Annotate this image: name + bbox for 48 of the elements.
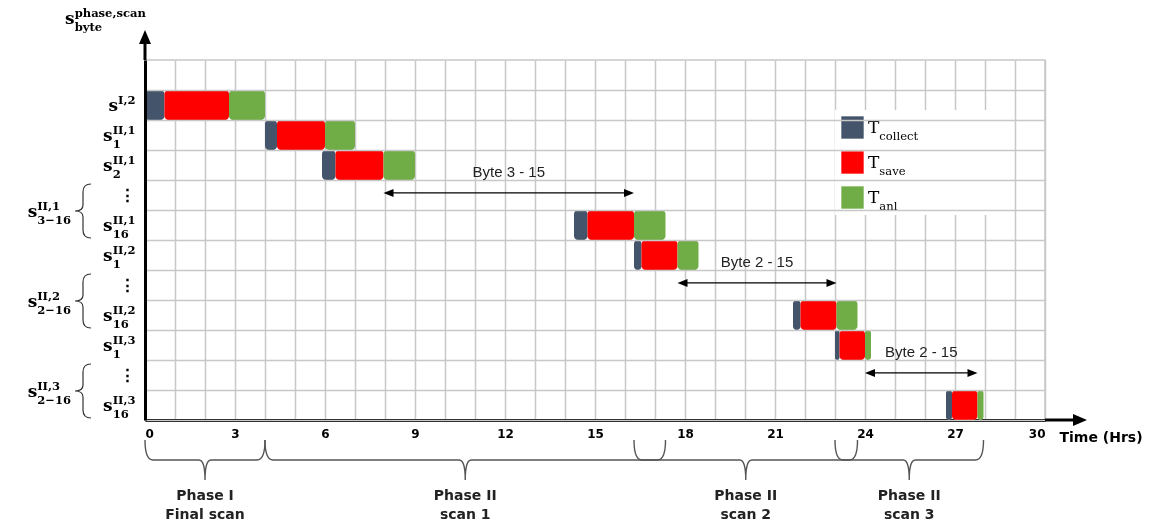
text: Phase II scan 2: [714, 487, 778, 522]
x-axis-title: Time (Hrs): [1059, 428, 1143, 445]
bar: [839, 330, 865, 360]
bar: [325, 120, 355, 150]
text: Phase II scan 1: [433, 487, 497, 522]
bar: [335, 150, 384, 180]
legend-label: T$_{collect}$: [868, 116, 919, 143]
bar: [835, 330, 840, 360]
y-tick-label: ⋮: [118, 184, 136, 205]
annotation: Byte 3 - 15: [472, 163, 546, 180]
bar: [164, 90, 229, 120]
bar: [145, 90, 165, 120]
bar: [322, 150, 336, 180]
text: Phase II scan 3: [877, 487, 941, 522]
bar: [865, 330, 871, 360]
bar: [574, 210, 588, 240]
bar: [587, 210, 634, 240]
bar: [383, 150, 415, 180]
x-tick-label: 30: [1028, 426, 1046, 441]
bar: [229, 90, 265, 120]
annotation: Byte 2 - 15: [720, 253, 794, 270]
bar: [265, 120, 277, 150]
x-tick-label: 3: [231, 426, 240, 441]
text: Phase I Final scan: [165, 487, 245, 522]
bar: [277, 120, 325, 150]
bar: [977, 390, 984, 420]
x-tick-label: 0: [145, 426, 154, 441]
x-tick-label: 27: [947, 426, 964, 441]
legend-label: T$_{anl}$: [868, 186, 898, 213]
x-tick-label: 18: [677, 426, 694, 441]
x-tick-label: 9: [411, 426, 420, 441]
x-tick-label: 21: [767, 426, 784, 441]
y-tick-label: ⋮: [118, 274, 136, 295]
bar: [800, 300, 837, 330]
x-tick-label: 15: [587, 426, 604, 441]
bar: [677, 240, 699, 270]
bar: [634, 210, 666, 240]
y-tick-label: s$^{I,2}$: [108, 92, 136, 115]
bar: [836, 300, 858, 330]
bar: [641, 240, 678, 270]
x-tick-label: 6: [321, 426, 330, 441]
legend-label: T$_{save}$: [868, 151, 906, 178]
x-tick-label: 24: [857, 426, 874, 441]
x-tick-label: 12: [497, 426, 514, 441]
annotation: Byte 2 - 15: [884, 343, 958, 360]
y-tick-label: ⋮: [118, 364, 136, 385]
bar: [946, 390, 952, 420]
bar: [952, 390, 978, 420]
